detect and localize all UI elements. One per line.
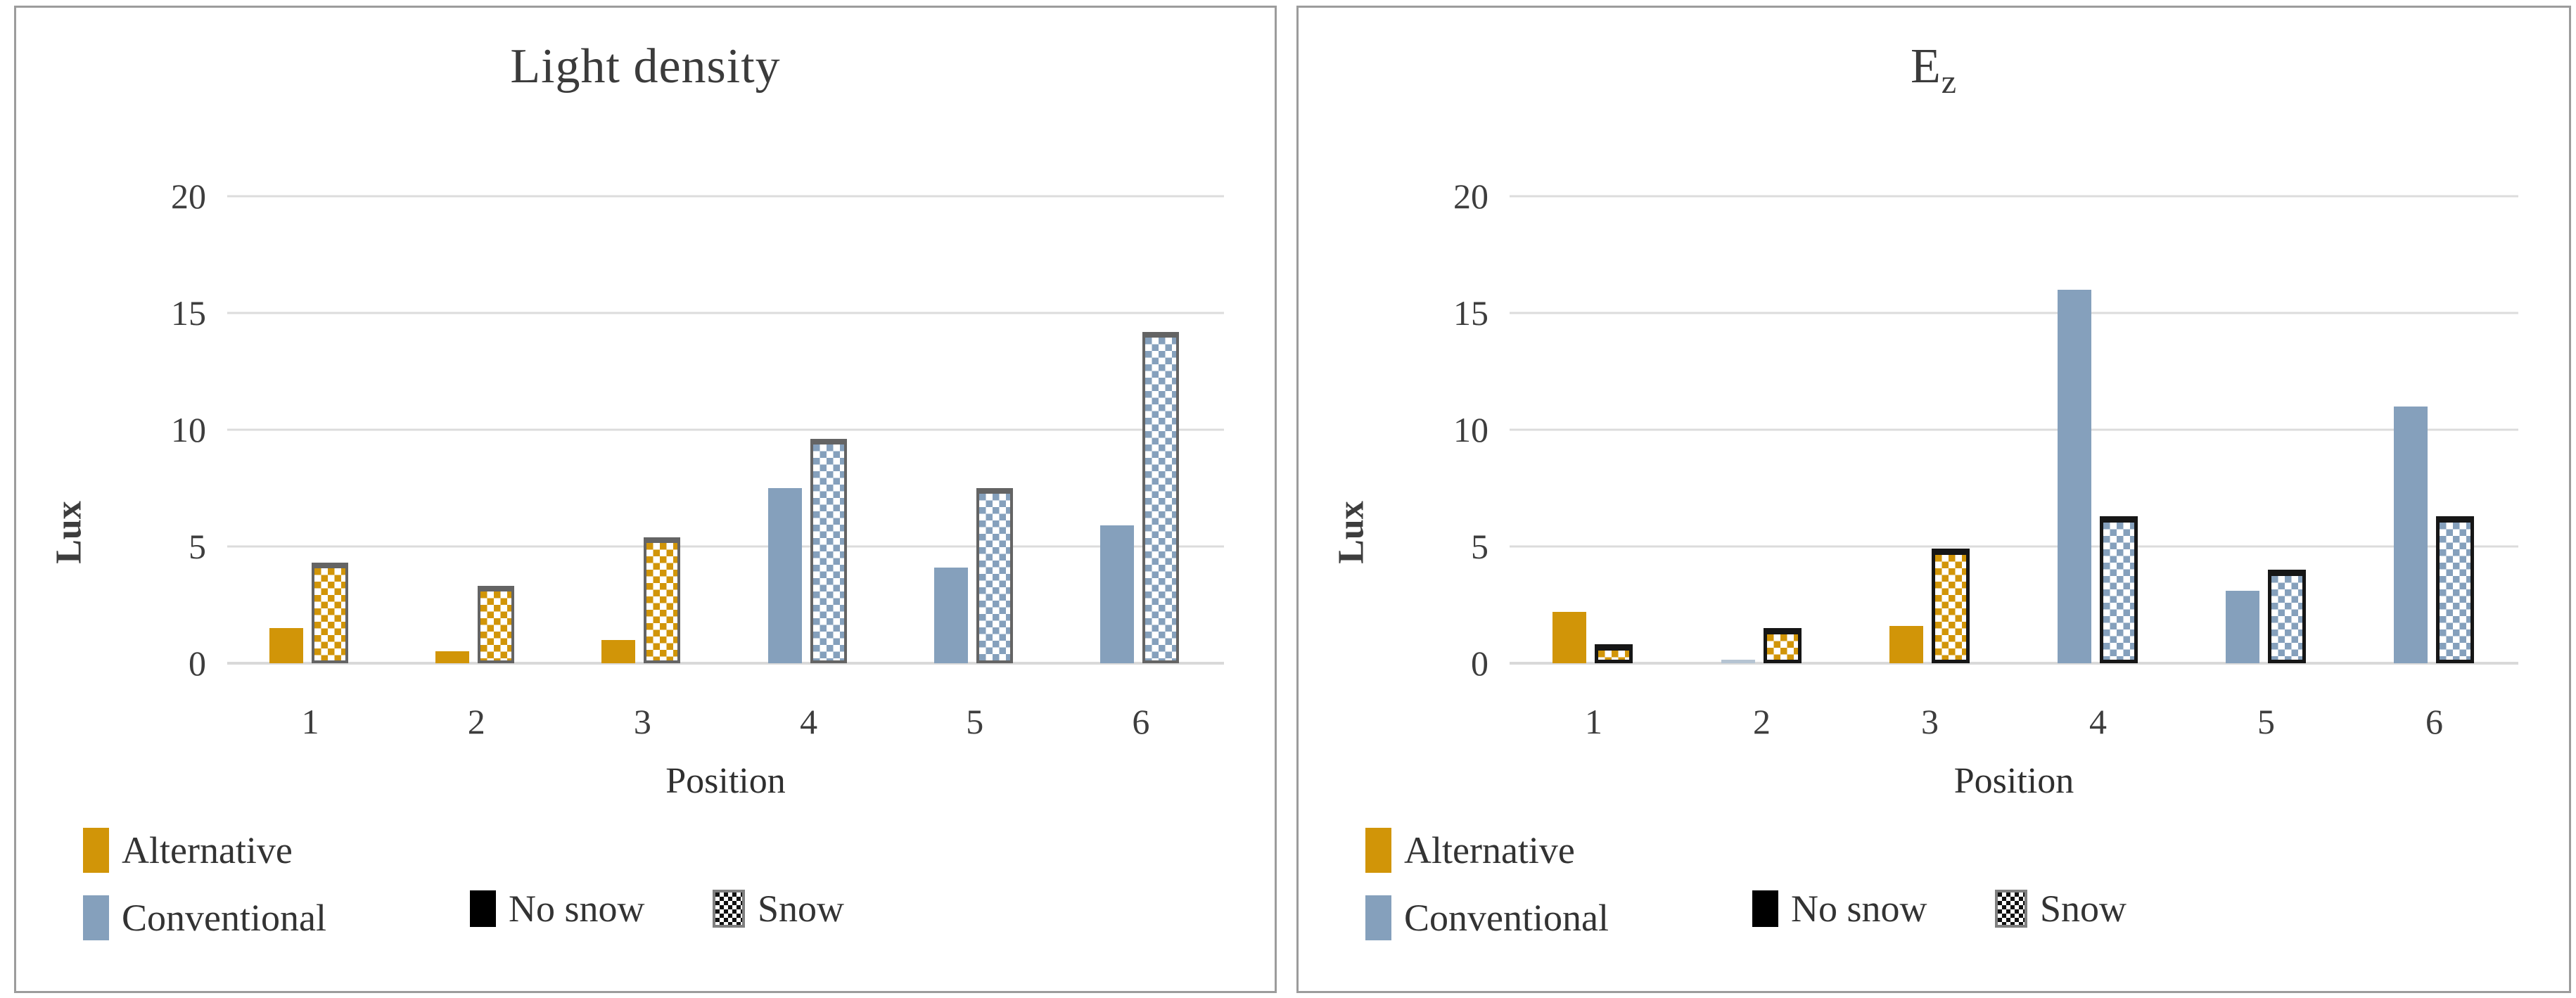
y-tick-label: 5 — [189, 527, 206, 566]
legend-swatch-no-snow — [1752, 890, 1778, 927]
x-tick-label: 5 — [966, 702, 984, 741]
legend-label: Conventional — [1404, 897, 1609, 939]
bar-no-snow-pos-6 — [2393, 406, 2428, 663]
y-tick-label: 20 — [1453, 177, 1488, 216]
plot-area: Lux Position 0 5 10 15 20 1 2 3 4 5 6 — [49, 179, 1224, 801]
gridline — [1510, 545, 2518, 548]
y-tick-label: 15 — [1453, 293, 1488, 333]
x-tick-label: 6 — [2425, 702, 2443, 741]
bar-snow-pos-3 — [644, 537, 681, 663]
legend-item-conventional: Conventional — [1365, 895, 1609, 940]
x-tick-label: 3 — [633, 702, 651, 741]
legend-item-alternative: Alternative — [1365, 828, 1575, 873]
y-tick-label: 5 — [1471, 527, 1488, 566]
x-tick-label: 4 — [800, 702, 818, 741]
gridline — [1510, 428, 2518, 431]
gridline — [227, 312, 1224, 314]
legend-item-no-snow: No snow — [1752, 890, 1927, 928]
legend-label: No snow — [1791, 888, 1927, 930]
bar-no-snow-pos-2 — [435, 651, 470, 663]
bar-snow-pos-5 — [976, 488, 1013, 663]
legend-swatch-snow — [1995, 890, 2027, 928]
bar-snow-pos-4 — [2099, 516, 2138, 663]
bar-no-snow-pos-6 — [1099, 525, 1134, 663]
bar-snow-pos-1 — [312, 563, 349, 663]
legend-label: Snow — [2040, 888, 2127, 930]
legend-item-snow: Snow — [713, 890, 844, 928]
y-tick-label: 10 — [1453, 410, 1488, 449]
x-axis-title: Position — [1953, 761, 2074, 801]
legend-swatch-alternative — [83, 828, 109, 873]
y-tick-label: 15 — [171, 293, 206, 333]
bar-snow-pos-4 — [810, 439, 847, 663]
gridline — [227, 428, 1224, 431]
x-axis-title: Position — [665, 761, 786, 801]
legend-label: Conventional — [122, 897, 326, 939]
legend-item-alternative: Alternative — [83, 828, 293, 873]
x-tick-label: 1 — [1585, 702, 1602, 741]
bar-no-snow-pos-1 — [269, 628, 304, 663]
bar-snow-pos-6 — [1142, 331, 1179, 663]
x-axis-line — [1510, 662, 2518, 665]
legend-label: Snow — [758, 888, 845, 930]
bar-no-snow-pos-4 — [767, 488, 802, 663]
legend-label: No snow — [509, 888, 645, 930]
chart-title-subscript: z — [1941, 63, 1958, 101]
y-tick-label: 10 — [171, 410, 206, 449]
bar-no-snow-pos-3 — [601, 639, 636, 663]
bar-snow-pos-2 — [478, 586, 515, 663]
x-tick-label: 2 — [467, 702, 485, 741]
bar-snow-pos-1 — [1595, 644, 1633, 663]
legend-item-no-snow: No snow — [470, 890, 645, 928]
legend: Alternative Conventional No snow Snow — [58, 822, 1261, 984]
y-tick-label: 0 — [1471, 644, 1488, 683]
x-tick-label: 4 — [2089, 702, 2107, 741]
x-axis-line — [227, 662, 1224, 665]
x-tick-label: 3 — [1921, 702, 1939, 741]
gridline — [227, 195, 1224, 198]
legend-swatch-conventional — [1365, 895, 1391, 940]
legend-swatch-conventional — [83, 895, 109, 940]
y-axis-title: Lux — [49, 501, 89, 564]
bar-no-snow-pos-5 — [2225, 591, 2259, 663]
chart-title: Light density — [510, 39, 781, 94]
legend-swatch-alternative — [1365, 828, 1391, 873]
bar-no-snow-pos-5 — [933, 567, 968, 663]
y-axis-title: Lux — [1331, 501, 1372, 564]
x-tick-label: 5 — [2257, 702, 2275, 741]
chart-panel-ez: Ez Lux Position 0 5 10 15 20 1 2 3 4 5 6 Alternati… — [1296, 6, 2571, 993]
legend-item-conventional: Conventional — [83, 895, 326, 940]
legend: Alternative Conventional No snow Snow — [1341, 822, 2555, 984]
gridline — [227, 545, 1224, 548]
legend-swatch-no-snow — [470, 890, 496, 927]
legend-label: Alternative — [1404, 829, 1575, 871]
bar-snow-pos-3 — [1931, 549, 1970, 663]
x-tick-label: 6 — [1132, 702, 1150, 741]
bar-no-snow-pos-4 — [2057, 289, 2091, 663]
bar-no-snow-pos-1 — [1552, 611, 1587, 663]
bar-no-snow-pos-3 — [1889, 625, 1923, 663]
gridline — [1510, 312, 2518, 314]
bar-snow-pos-6 — [2435, 516, 2474, 663]
bar-snow-pos-2 — [1763, 628, 1802, 663]
plot-area: Lux Position 0 5 10 15 20 1 2 3 4 5 6 — [1332, 179, 2518, 801]
x-tick-label: 1 — [301, 702, 319, 741]
chart-panel-light-density: Light density Lux Position 0 5 10 15 20 1 2 3 4 5… — [14, 6, 1277, 993]
legend-item-snow: Snow — [1995, 890, 2127, 928]
bar-no-snow-pos-2 — [1721, 660, 1755, 663]
chart-title: Ez — [1910, 39, 1958, 101]
y-tick-label: 0 — [189, 644, 206, 683]
bar-snow-pos-5 — [2267, 570, 2306, 663]
legend-label: Alternative — [122, 829, 293, 871]
x-tick-label: 2 — [1753, 702, 1771, 741]
legend-swatch-snow — [713, 890, 745, 928]
y-tick-label: 20 — [171, 177, 206, 216]
gridline — [1510, 195, 2518, 198]
